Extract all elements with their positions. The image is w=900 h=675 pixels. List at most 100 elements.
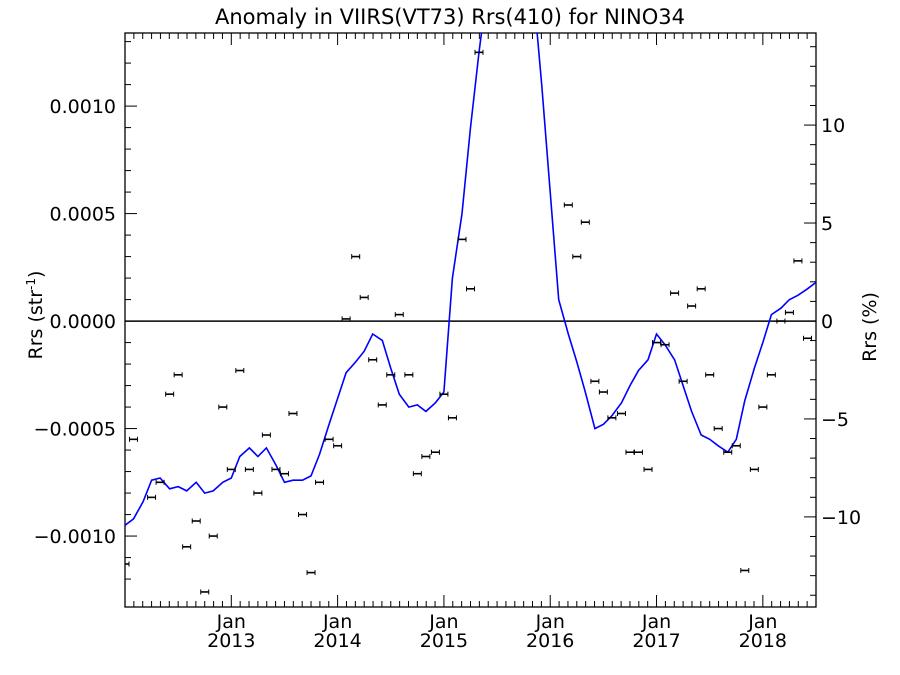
y-axis-label-main: Rrs (str — [25, 290, 47, 360]
data-point — [652, 340, 662, 346]
data-point — [244, 466, 254, 472]
plot-border — [124, 32, 817, 608]
x-tick-month-label: Jan — [641, 611, 671, 633]
data-point — [261, 432, 271, 438]
data-point — [616, 411, 626, 417]
data-point — [572, 254, 582, 260]
data-point — [386, 372, 396, 378]
x-tick-month-label: Jan — [216, 611, 246, 633]
y2-tick-label: 10 — [821, 115, 845, 137]
data-point — [173, 372, 183, 378]
data-point — [670, 290, 680, 296]
x-tick-year-label: 2016 — [526, 630, 574, 652]
data-point — [590, 378, 600, 384]
data-point — [749, 466, 759, 472]
data-point — [766, 372, 776, 378]
y-tick-label: 0.0005 — [50, 204, 116, 226]
data-point — [457, 236, 467, 242]
data-point — [731, 443, 741, 449]
x-tick-year-label: 2014 — [313, 630, 361, 652]
data-point — [279, 471, 289, 477]
data-point — [643, 466, 653, 472]
y-axis-label-close: ) — [25, 271, 47, 278]
x-tick-year-label: 2013 — [207, 630, 255, 652]
y-tick-label: −0.0010 — [34, 526, 116, 548]
data-point — [351, 254, 361, 260]
plot-frame — [124, 32, 817, 608]
data-point — [598, 389, 608, 395]
data-point — [165, 391, 175, 397]
y2-tick-label: 0 — [821, 311, 833, 333]
data-point — [580, 219, 590, 225]
data-point — [315, 479, 325, 485]
data-point — [341, 316, 351, 322]
data-point — [430, 449, 440, 455]
y-tick-label: 0.0000 — [50, 311, 116, 333]
data-point — [705, 372, 715, 378]
data-point — [412, 471, 422, 477]
y-axis-left: 0.0010 0.0005 0.0000 −0.0005 −0.0010 — [34, 41, 137, 580]
data-point — [288, 411, 298, 417]
data-point — [563, 202, 573, 208]
data-point — [271, 466, 281, 472]
y2-tick-label: −5 — [821, 409, 849, 431]
data-point — [226, 466, 236, 472]
data-point — [191, 518, 201, 524]
data-point — [155, 479, 165, 485]
anomaly-smoothed-line — [125, 33, 816, 526]
x-tick-year-label: 2017 — [632, 630, 680, 652]
data-point — [200, 589, 210, 595]
data-point — [404, 372, 414, 378]
data-point — [784, 309, 794, 315]
x-tick-month-label: Jan — [747, 611, 777, 633]
data-point — [333, 443, 343, 449]
data-point — [466, 286, 475, 292]
data-point — [625, 449, 635, 455]
data-point — [218, 404, 228, 410]
data-point — [324, 436, 334, 442]
data-point — [758, 404, 768, 410]
y2-tick-label: 5 — [821, 213, 833, 235]
data-point — [474, 49, 484, 55]
data-point — [394, 312, 404, 318]
x-tick-month-label: Jan — [535, 611, 565, 633]
data-point — [678, 378, 688, 384]
x-axis: Jan2013Jan2014Jan2015Jan2016Jan2017Jan20… — [124, 33, 817, 652]
y-axis-label: Rrs (str-1) — [24, 271, 47, 360]
data-point — [607, 415, 617, 421]
y-tick-label: 0.0010 — [50, 96, 116, 118]
data-point — [208, 533, 218, 539]
x-tick-year-label: 2018 — [739, 630, 787, 652]
series-line-group — [125, 33, 816, 526]
data-point — [147, 494, 157, 500]
data-point — [125, 561, 130, 567]
data-point — [368, 357, 378, 363]
data-point — [687, 303, 697, 309]
y2-axis-label: Rrs (%) — [859, 292, 881, 362]
x-tick-year-label: 2015 — [420, 630, 468, 652]
data-point — [359, 294, 369, 300]
data-point — [713, 426, 723, 432]
data-point — [421, 454, 431, 460]
data-point — [447, 415, 457, 421]
data-point — [776, 318, 786, 324]
data-point — [182, 544, 192, 550]
data-point — [793, 258, 803, 264]
y-tick-label: −0.0005 — [34, 419, 116, 441]
data-point — [129, 436, 139, 442]
data-point — [253, 490, 263, 496]
data-point — [235, 368, 245, 374]
y2-tick-label: −10 — [821, 507, 861, 529]
data-point — [696, 286, 706, 292]
data-point — [633, 449, 643, 455]
y-axis-right: 10 5 0 −5 −10 — [804, 46, 861, 596]
data-point — [723, 449, 733, 455]
series-points-group — [125, 49, 812, 595]
data-point — [306, 570, 316, 576]
chart-title: Anomaly in VIIRS(VT73) Rrs(410) for NINO… — [215, 5, 685, 29]
x-tick-month-label: Jan — [428, 611, 458, 633]
data-point — [439, 391, 449, 397]
x-tick-month-label: Jan — [322, 611, 352, 633]
data-point — [660, 342, 670, 348]
